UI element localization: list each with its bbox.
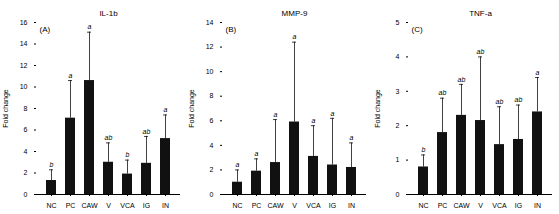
svg-text:5: 5 (396, 19, 400, 26)
svg-text:PC: PC (66, 202, 76, 209)
svg-text:IN: IN (348, 202, 355, 209)
svg-text:V: V (292, 202, 297, 209)
svg-text:10: 10 (206, 68, 214, 75)
svg-text:a: a (536, 69, 540, 76)
svg-text:4: 4 (396, 53, 400, 60)
svg-text:12: 12 (206, 43, 214, 50)
svg-text:ab: ab (496, 98, 504, 105)
svg-text:a: a (164, 106, 168, 113)
svg-text:8: 8 (24, 105, 28, 112)
svg-text:b: b (126, 151, 130, 158)
svg-text:ab: ab (458, 76, 466, 83)
svg-text:PC: PC (438, 202, 448, 209)
svg-text:ab: ab (143, 128, 151, 135)
svg-text:a: a (293, 33, 297, 40)
svg-text:b: b (422, 146, 426, 153)
svg-text:Fold change: Fold change (188, 89, 196, 128)
svg-text:4: 4 (210, 142, 214, 149)
svg-text:12: 12 (20, 62, 28, 69)
svg-text:14: 14 (206, 19, 214, 26)
svg-text:1: 1 (396, 156, 400, 163)
svg-text:VCA: VCA (306, 202, 321, 209)
svg-text:MMP-9: MMP-9 (282, 9, 308, 18)
svg-text:a: a (69, 72, 73, 79)
svg-text:0: 0 (210, 191, 214, 198)
svg-text:6: 6 (210, 117, 214, 124)
svg-text:ab: ab (515, 96, 523, 103)
svg-text:10: 10 (20, 83, 28, 90)
svg-text:IN: IN (162, 202, 169, 209)
svg-text:IN: IN (534, 202, 541, 209)
svg-text:a: a (312, 117, 316, 124)
svg-text:a: a (274, 111, 278, 118)
svg-text:CAW: CAW (267, 202, 283, 209)
svg-text:ab: ab (439, 89, 447, 96)
svg-text:ab: ab (105, 134, 113, 141)
svg-text:IG: IG (143, 202, 150, 209)
svg-text:4: 4 (24, 148, 28, 155)
svg-text:6: 6 (24, 126, 28, 133)
svg-text:0: 0 (396, 191, 400, 198)
svg-text:IG: IG (515, 202, 522, 209)
svg-text:Fold change: Fold change (374, 89, 382, 128)
svg-text:a: a (255, 150, 259, 157)
svg-text:VCA: VCA (120, 202, 135, 209)
svg-text:IL-1b: IL-1b (99, 9, 118, 18)
svg-text:3: 3 (396, 88, 400, 95)
svg-text:PC: PC (252, 202, 262, 209)
svg-text:0: 0 (24, 191, 28, 198)
svg-text:V: V (106, 202, 111, 209)
svg-text:V: V (478, 202, 483, 209)
svg-text:(B): (B) (226, 25, 237, 34)
svg-text:8: 8 (210, 92, 214, 99)
svg-text:IG: IG (329, 202, 336, 209)
svg-text:VCA: VCA (492, 202, 507, 209)
svg-text:2: 2 (396, 122, 400, 129)
svg-text:2: 2 (210, 166, 214, 173)
svg-text:ab: ab (477, 48, 485, 55)
svg-text:b: b (50, 161, 54, 168)
svg-text:14: 14 (20, 40, 28, 47)
svg-text:2: 2 (24, 169, 28, 176)
svg-text:a: a (350, 134, 354, 141)
svg-text:NC: NC (418, 202, 428, 209)
svg-text:a: a (236, 161, 240, 168)
svg-text:(A): (A) (40, 25, 51, 34)
svg-text:(C): (C) (412, 25, 423, 34)
svg-text:a: a (331, 110, 335, 117)
svg-text:CAW: CAW (81, 202, 97, 209)
svg-text:CAW: CAW (453, 202, 469, 209)
svg-text:16: 16 (20, 19, 28, 26)
svg-text:NC: NC (46, 202, 56, 209)
svg-text:TNF-a: TNF-a (469, 9, 492, 18)
svg-text:Fold change: Fold change (2, 89, 10, 128)
svg-text:a: a (88, 23, 92, 30)
svg-text:NC: NC (232, 202, 242, 209)
